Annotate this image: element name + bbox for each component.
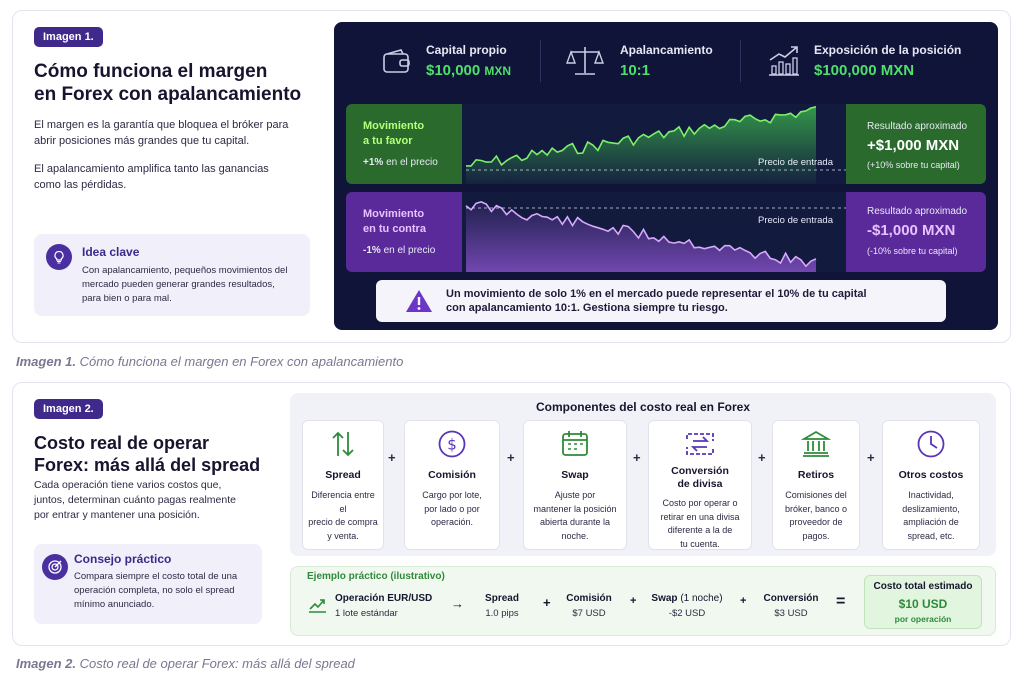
plus-sign: + <box>543 595 551 610</box>
caption-imagen-2: Imagen 2. Costo real de operar Forex: má… <box>16 656 355 671</box>
section1-title: Cómo funciona el margen en Forex con apa… <box>34 61 302 105</box>
exchange-icon <box>649 429 751 459</box>
operation-sub: 1 lote estándar <box>335 608 398 619</box>
example-conversion-value: $3 USD <box>774 608 808 619</box>
lightbulb-icon <box>46 244 72 270</box>
example-comision-title: Comisión <box>566 593 612 604</box>
caption-imagen-1: Imagen 1. Cómo funciona el margen en For… <box>16 354 404 369</box>
section1-para1: El margen es la garantía que bloquea el … <box>34 119 289 147</box>
exposure-label: Exposición de la posición <box>814 43 962 57</box>
stat-divider <box>540 40 541 82</box>
plus-sign: + <box>867 450 875 465</box>
favor-change: +1% en el precio <box>363 157 438 168</box>
contra-result-value: -$1,000 MXN <box>867 222 956 239</box>
components-title: Componentes del costo real en Forex <box>535 400 751 414</box>
bank-icon <box>773 429 859 459</box>
risk-warning: Un movimiento de solo 1% en el mercado p… <box>376 280 946 322</box>
component-otros: Otros costos Inactividad, deslizamiento, a… <box>882 420 980 550</box>
capital-label: Capital propio <box>426 43 507 57</box>
consejo-title: Consejo práctico <box>74 552 172 566</box>
warning-icon <box>404 288 434 319</box>
favor-result-value: +$1,000 MXN <box>867 137 960 154</box>
target-icon <box>42 554 68 580</box>
arrow-right-icon: → <box>451 596 464 611</box>
plus-sign: + <box>758 450 766 465</box>
calendar-icon <box>524 429 626 459</box>
equals-sign: = <box>836 593 846 610</box>
idea-clave-box: Idea clave Con apalancamiento, pequeños … <box>34 234 310 316</box>
favor-entry-label: Precio de entrada <box>758 157 833 168</box>
leverage-value: 10:1 <box>620 62 651 79</box>
example-swap-value: -$2 USD <box>668 608 706 619</box>
idea-clave-text: Con apalancamiento, pequeños movimientos… <box>82 265 288 304</box>
svg-text:$: $ <box>447 436 457 454</box>
margin-infographic-panel: Capital propio $10,000 MXN Apalancamient… <box>334 22 998 330</box>
example-spread-value: 1.0 pips <box>485 608 519 619</box>
section1-badge: Imagen 1. <box>34 27 103 47</box>
leverage-label: Apalancamiento <box>620 43 713 57</box>
warning-text: Un movimiento de solo 1% en el mercado p… <box>446 288 867 314</box>
contra-chart-area <box>462 192 846 272</box>
example-title: Ejemplo práctico (ilustrativo) <box>307 571 445 582</box>
component-conversion: Conversión de divisa Costo por operar o re… <box>648 420 752 550</box>
example-comision-value: $7 USD <box>572 608 606 619</box>
operation-title: Operación EUR/USD <box>335 593 433 604</box>
favor-result-label: Resultado aproximado <box>867 121 968 132</box>
arrows-updown-icon <box>303 429 383 459</box>
section2-title: Costo real de operar Forex: más allá del… <box>34 433 261 475</box>
dollar-coin-icon: $ <box>405 429 499 459</box>
component-comision: $ Comisión Cargo por lote, por lado o por… <box>404 420 500 550</box>
consejo-practico-box: Consejo práctico Compara siempre el cost… <box>34 544 262 624</box>
component-swap: Swap Ajuste por mantener la posición abier… <box>523 420 627 550</box>
wallet-icon <box>382 48 412 81</box>
favor-price-chart <box>466 106 846 184</box>
plus-sign: + <box>507 450 515 465</box>
stat-divider <box>740 40 741 82</box>
contra-result-sub: (-10% sobre tu capital) <box>867 246 958 256</box>
section2-para: Cada operación tiene varios costos que, … <box>34 479 236 521</box>
plus-sign: + <box>388 450 396 465</box>
section1-para2: El apalancamiento amplifica tanto las ga… <box>34 163 269 191</box>
plus-sign: + <box>630 595 637 607</box>
contra-title: Movimiento en tu contra <box>363 208 426 235</box>
total-cost-box: Costo total estimado $10 USD por operaci… <box>864 575 982 629</box>
component-spread: Spread Diferencia entre el precio de comp… <box>302 420 384 550</box>
scale-icon <box>566 44 604 83</box>
favor-result-sub: (+10% sobre tu capital) <box>867 160 960 170</box>
favor-chart-area <box>462 104 846 184</box>
favor-band: Movimiento a tu favor +1% en el precio Pr… <box>346 104 986 184</box>
plus-sign: + <box>740 595 747 607</box>
capital-value: $10,000 MXN <box>426 62 512 79</box>
favor-title: Movimiento a tu favor <box>363 120 425 147</box>
example-panel: Ejemplo práctico (ilustrativo) Operación… <box>290 566 996 636</box>
contra-price-chart <box>465 201 846 272</box>
contra-result-label: Resultado aproximado <box>867 206 968 217</box>
clock-icon <box>883 429 979 459</box>
plus-sign: + <box>633 450 641 465</box>
trend-chart-icon <box>307 596 327 619</box>
contra-change: -1% en el precio <box>363 245 436 256</box>
section2-badge: Imagen 2. <box>34 399 103 419</box>
growth-chart-icon <box>766 44 802 83</box>
component-retiros: Retiros Comisiones del bróker, banco o pro… <box>772 420 860 550</box>
example-swap-title: Swap (1 noche) <box>651 593 723 604</box>
example-conversion-title: Conversión <box>763 593 819 604</box>
contra-entry-label: Precio de entrada <box>758 215 833 226</box>
contra-band: Movimiento en tu contra -1% en el precio … <box>346 192 986 272</box>
consejo-text: Compara siempre el costo total de una op… <box>74 571 238 610</box>
components-panel: Componentes del costo real en Forex Spre… <box>290 393 996 556</box>
example-spread-title: Spread <box>485 593 519 604</box>
idea-clave-title: Idea clave <box>82 245 140 259</box>
exposure-value: $100,000 MXN <box>814 62 915 79</box>
